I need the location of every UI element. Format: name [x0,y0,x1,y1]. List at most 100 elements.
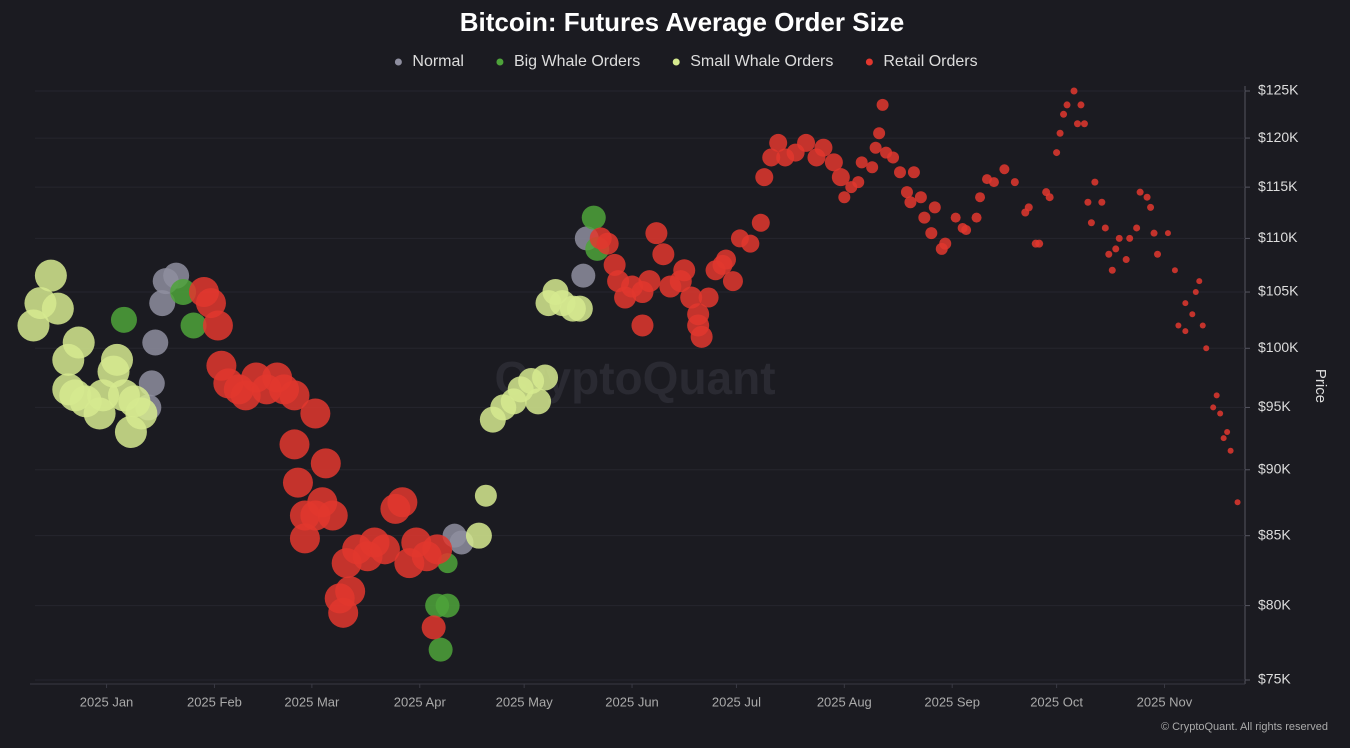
bubble [1192,289,1199,296]
bubble [887,151,900,164]
bubble [279,380,310,411]
bubble [1112,245,1120,253]
bubble [904,196,917,209]
bubble [1234,499,1241,506]
bubble [690,325,713,348]
x-tick-label: 2025 Aug [817,694,872,709]
bubble [762,148,781,167]
bubble [300,398,331,429]
bubble [1101,224,1109,232]
bubble [566,295,593,322]
bubble [1189,311,1196,318]
bubble [961,225,972,236]
plot-area [17,87,1241,662]
legend-label: Retail Orders [883,53,977,70]
legend-marker [496,58,504,66]
bubble [1196,278,1203,285]
bubble [1224,428,1231,435]
bubble [645,222,668,245]
x-tick-label: 2025 Feb [187,694,242,709]
bubble [1154,250,1162,258]
bubble [680,286,703,309]
x-tick-label: 2025 Jan [80,694,134,709]
bubble [814,138,833,157]
bubble [1098,198,1106,206]
bubble [1035,239,1044,248]
y-axis-title: Price [1312,369,1329,403]
x-tick-label: 2025 Jun [605,694,659,709]
bubble [876,98,889,111]
legend-marker [672,58,680,66]
bubble [310,448,341,479]
bubble [866,161,879,174]
bubble [1203,345,1210,352]
bubble [525,388,552,415]
bubble [1084,198,1092,206]
bubble [900,186,913,199]
bubble [369,534,400,565]
bubble [101,343,133,376]
bubble [1108,266,1116,274]
legend-label: Small Whale Orders [690,53,833,70]
bubble [335,576,366,607]
bubble [1175,322,1182,329]
x-tick-label: 2025 Oct [1030,694,1083,709]
bubble [1133,224,1141,232]
y-tick-label: $75K [1258,671,1291,687]
bubble [939,237,952,250]
x-tick-label: 2025 Jul [712,694,761,709]
bubble [1010,178,1019,187]
bubble [722,271,743,292]
bubble [571,263,596,288]
bubble [1126,234,1134,242]
bubble [1171,267,1178,274]
bubble [1213,392,1220,399]
bubble [34,259,67,292]
bubble [1087,219,1095,227]
bubble [751,213,770,232]
bubble [925,227,938,240]
bubble [769,133,788,152]
bubble [180,312,207,339]
bubble [62,326,95,359]
y-tick-label: $105K [1258,283,1299,299]
bubble [1199,322,1206,329]
x-tick-label: 2025 Nov [1137,694,1193,709]
legend-marker [865,58,873,66]
footer: © CryptoQuant. All rights reserved [1161,721,1328,733]
bubble [435,593,460,618]
bubble [838,191,851,204]
bubble [422,534,453,565]
bubble [907,166,920,179]
x-tick-label: 2025 Sep [924,694,980,709]
bubble [1070,87,1078,95]
bubble [1024,203,1033,212]
bubble [41,292,74,325]
bubble [474,484,497,507]
bubble [1227,447,1234,454]
bubble [387,487,418,518]
y-tick-label: $115K [1258,178,1298,194]
bubble [1217,410,1224,417]
bubble [1080,120,1088,128]
y-tick-label: $100K [1258,339,1299,355]
bubble [1147,203,1155,211]
y-tick-label: $90K [1258,460,1291,476]
bubble [1182,328,1189,335]
y-tick-label: $110K [1258,229,1298,245]
bubble [282,467,313,498]
bubble [824,153,843,172]
bubble [289,523,320,554]
bubble [797,133,816,152]
bubble [673,259,696,282]
bubble [1105,250,1113,258]
bubble [1115,234,1123,242]
bubble [1045,193,1054,202]
bubble [698,287,719,308]
bubble [1056,129,1064,137]
bubble [652,243,675,266]
legend-label: Normal [412,53,464,70]
chart-title: Bitcoin: Futures Average Order Size [460,7,905,37]
bubble [596,232,619,255]
